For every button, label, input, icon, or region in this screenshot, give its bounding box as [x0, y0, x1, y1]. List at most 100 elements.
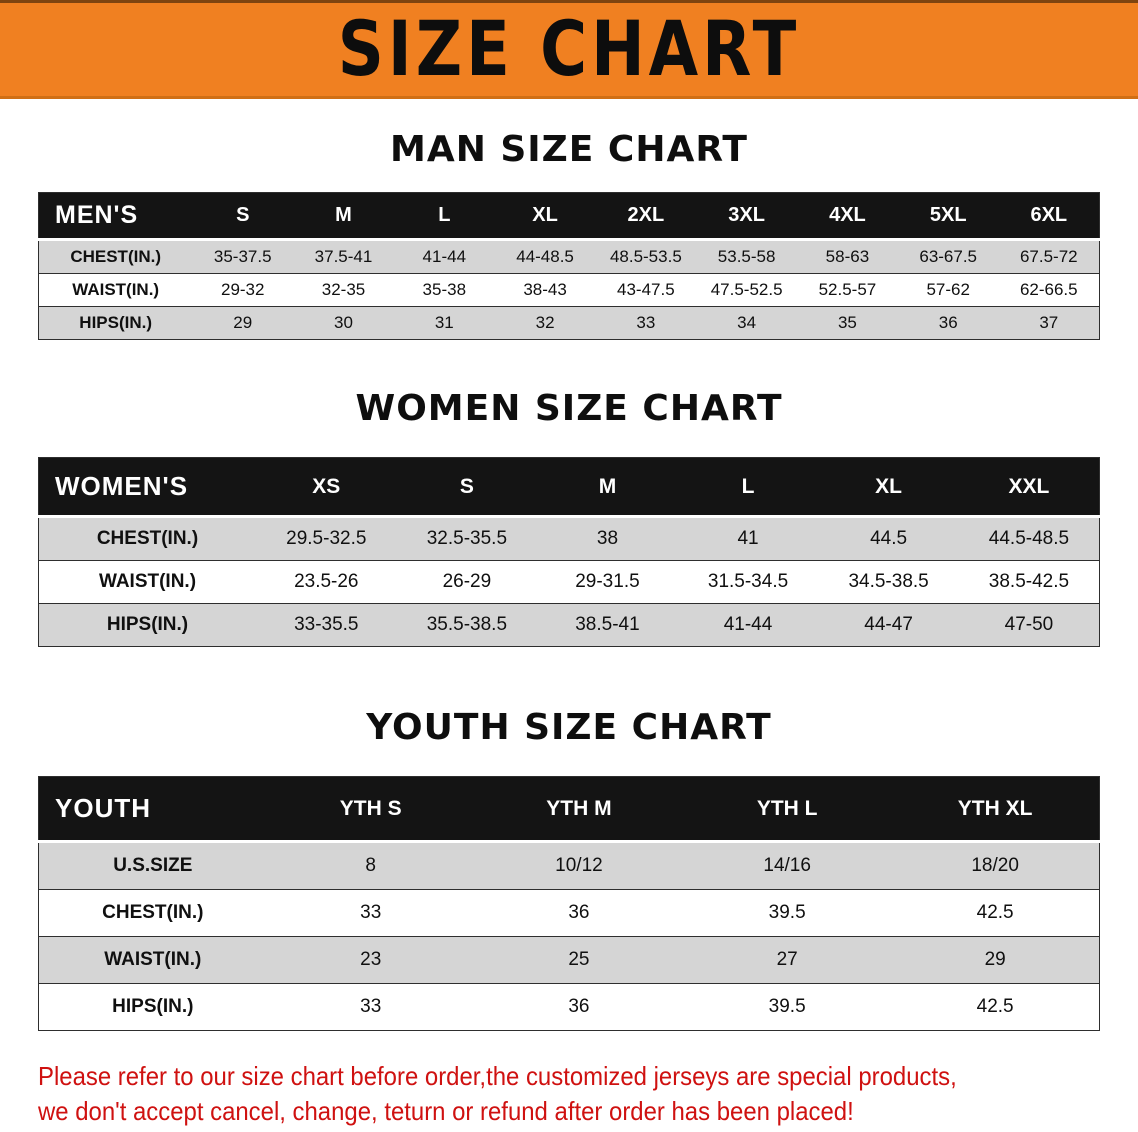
disclaimer: Please refer to our size chart before or…	[38, 1059, 1138, 1129]
size-column-header: XL	[818, 457, 959, 518]
size-column-header: M	[293, 192, 394, 241]
table-corner-label: WOMEN'S	[38, 457, 256, 518]
size-value-cell: 41-44	[422, 247, 467, 266]
size-value-cell: 8	[365, 855, 376, 876]
size-value-cell: 14/16	[763, 855, 811, 876]
womens-section: WOMEN SIZE CHART WOMEN'S XS S M L XL XXL CHEST(I…	[0, 388, 1138, 647]
page-title: SIZE CHART	[337, 5, 801, 94]
size-value-cell: 63-67.5	[919, 247, 978, 266]
size-value-cell: 34.5-38.5	[848, 571, 929, 592]
size-value-cell: 42.5	[976, 902, 1014, 923]
size-value-cell: 32.5-35.5	[426, 528, 508, 549]
size-value-cell: 35	[837, 313, 857, 332]
table-row: CHEST(IN.) 35-37.5 37.5-41 41-44 44-48.5 48.5…	[38, 239, 1100, 274]
size-column-header: XS	[256, 457, 397, 518]
row-label: WAIST(IN.)	[98, 571, 197, 592]
size-value-cell: 53.5-58	[717, 247, 776, 266]
size-value-cell: 29.5-32.5	[286, 528, 367, 549]
size-value-cell: 29-31.5	[575, 571, 640, 592]
mens-size-table: MEN'S S M L XL 2XL 3XL 4XL 5XL 6XL CHEST(IN.) 35-37…	[38, 192, 1100, 340]
table-row: HIPS(IN.) 33 36 39.5 42.5	[38, 983, 1100, 1031]
size-value-cell: 52.5-57	[818, 280, 877, 299]
size-value-cell: 48.5-53.5	[609, 247, 682, 266]
table-row: HIPS(IN.) 29 30 31 32 33 34 35 36 37	[38, 306, 1100, 340]
size-column-header: YTH M	[474, 776, 684, 843]
size-value-cell: 44-47	[864, 614, 913, 635]
row-label: HIPS(IN.)	[112, 996, 194, 1017]
size-column-header: YTH L	[683, 776, 892, 843]
size-value-cell: 67.5-72	[1019, 247, 1078, 266]
size-value-cell: 29	[984, 949, 1006, 970]
size-value-cell: 10/12	[555, 855, 603, 876]
size-value-cell: 34	[737, 313, 757, 332]
size-column-header: 2XL	[595, 192, 697, 241]
size-value-cell: 36	[568, 902, 590, 923]
size-column-header: M	[537, 457, 678, 518]
size-column-header: YTH XL	[891, 776, 1100, 843]
size-value-cell: 33	[636, 313, 656, 332]
size-value-cell: 43-47.5	[617, 280, 675, 299]
size-column-header: S	[192, 192, 294, 241]
size-value-cell: 27	[776, 949, 798, 970]
size-column-header: S	[396, 457, 538, 518]
size-value-cell: 23	[360, 949, 382, 970]
row-label: WAIST(IN.)	[72, 280, 160, 299]
disclaimer-line-1: Please refer to our size chart before or…	[38, 1061, 957, 1091]
size-value-cell: 44.5-48.5	[988, 528, 1070, 549]
row-label: CHEST(IN.)	[70, 247, 161, 266]
size-value-cell: 36	[568, 996, 590, 1017]
size-value-cell: 62-66.5	[1019, 280, 1078, 299]
size-value-cell: 29-32	[220, 280, 265, 299]
row-label: HIPS(IN.)	[106, 614, 189, 635]
size-value-cell: 30	[334, 313, 353, 332]
size-value-cell: 25	[568, 949, 590, 970]
size-column-header: XL	[494, 192, 596, 241]
size-value-cell: 38-43	[523, 280, 567, 299]
size-chart-sections: MAN SIZE CHART MEN'S S M L XL 2XL 3XL 4XL 5XL 6XL C…	[0, 129, 1138, 1031]
size-value-cell: 39.5	[768, 996, 806, 1017]
table-row: CHEST(IN.) 33 36 39.5 42.5	[38, 889, 1100, 937]
size-value-cell: 42.5	[976, 996, 1014, 1017]
size-value-cell: 33-35.5	[294, 614, 359, 635]
womens-heading: WOMEN SIZE CHART	[355, 388, 783, 429]
table-row: WAIST(IN.) 29-32 32-35 35-38 38-43 43-47.5 47.…	[38, 273, 1100, 307]
size-value-cell: 33	[360, 902, 382, 923]
row-label: CHEST(IN.)	[102, 902, 204, 923]
size-column-header: L	[677, 457, 819, 518]
mens-heading: MAN SIZE CHART	[390, 129, 748, 170]
size-value-cell: 38.5-41	[575, 614, 640, 635]
size-value-cell: 47-50	[1004, 614, 1054, 635]
size-value-cell: 29	[233, 313, 253, 332]
size-value-cell: 23.5-26	[294, 571, 359, 592]
size-value-cell: 38	[596, 528, 619, 549]
youth-section: YOUTH SIZE CHART YOUTH YTH S YTH M YTH L YTH …	[0, 707, 1138, 1031]
banner: SIZE CHART	[0, 0, 1138, 99]
table-row: CHEST(IN.) 29.5-32.5 32.5-35.5 38 41 44.5 44.5…	[38, 516, 1100, 561]
disclaimer-line-2: we don't accept cancel, change, teturn o…	[38, 1096, 854, 1127]
row-label: U.S.SIZE	[113, 855, 193, 876]
size-value-cell: 38.5-42.5	[988, 571, 1070, 592]
size-value-cell: 33	[360, 996, 382, 1017]
size-value-cell: 32-35	[321, 280, 366, 299]
size-value-cell: 31	[434, 313, 454, 332]
youth-size-table: YOUTH YTH S YTH M YTH L YTH XL U.S.SIZE 8 10/12…	[38, 776, 1100, 1031]
size-value-cell: 47.5-52.5	[710, 280, 783, 299]
row-label: HIPS(IN.)	[79, 313, 153, 332]
size-value-cell: 44.5	[870, 528, 908, 549]
size-value-cell: 32	[535, 313, 555, 332]
size-column-header: YTH S	[266, 776, 475, 843]
size-value-cell: 35.5-38.5	[426, 614, 508, 635]
table-row: U.S.SIZE 8 10/12 14/16 18/20	[38, 841, 1100, 890]
size-value-cell: 58-63	[825, 247, 870, 266]
row-label: WAIST(IN.)	[104, 949, 202, 970]
table-header-row: WOMEN'S XS S M L XL XXL	[38, 457, 1100, 518]
size-column-header: L	[393, 192, 495, 241]
size-value-cell: 35-37.5	[213, 247, 272, 266]
size-column-header: XXL	[958, 457, 1100, 518]
size-value-cell: 57-62	[926, 280, 970, 299]
womens-size-table: WOMEN'S XS S M L XL XXL CHEST(IN.) 29.5-32.5 32.5…	[38, 457, 1100, 647]
size-value-cell: 31.5-34.5	[707, 571, 789, 592]
row-label: CHEST(IN.)	[96, 528, 199, 549]
size-value-cell: 26-29	[442, 571, 492, 592]
